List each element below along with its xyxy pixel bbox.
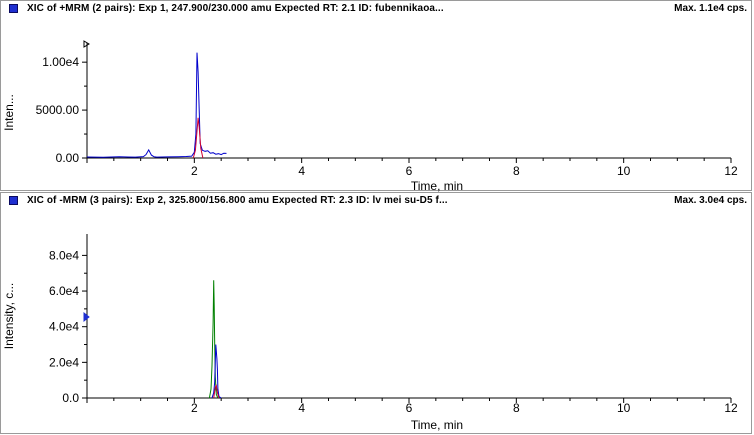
x-tick-label: 10 — [617, 401, 631, 415]
panel-title: XIC of +MRM (2 pairs): Exp 1, 247.900/23… — [27, 3, 444, 14]
y-axis-title: Inten... — [2, 94, 16, 131]
panel-header: XIC of +MRM (2 pairs): Exp 1, 247.900/23… — [1, 1, 751, 19]
trace-series-0 — [208, 280, 219, 399]
x-tick-label: 8 — [513, 164, 520, 178]
axis-marker-icon[interactable] — [83, 311, 90, 323]
x-tick-label: 8 — [513, 401, 520, 415]
panel-header: XIC of -MRM (3 pairs): Exp 2, 325.800/15… — [1, 193, 751, 211]
chromatogram-plot[interactable]: 2 4 6 8 10 12 0.0 2.0e4 4.0e4 6.0e4 8.0e4 Time, mi… — [1, 193, 753, 435]
chromatogram-plot[interactable]: 2 4 6 8 10 12 0.00 5000.00 1.00e4 Time, min Inte… — [1, 1, 753, 193]
y-tick-label: 1.00e4 — [42, 55, 79, 69]
chromatogram-panel-bottom[interactable]: XIC of -MRM (3 pairs): Exp 2, 325.800/15… — [0, 192, 752, 434]
y-tick-label: 8.0e4 — [49, 248, 79, 262]
x-axis-title: Time, min — [411, 418, 463, 432]
y-tick-label: 0.00 — [56, 151, 80, 165]
x-tick-label: 12 — [724, 164, 738, 178]
x-tick-label: 12 — [724, 401, 738, 415]
pane-marker-icon[interactable] — [9, 196, 18, 205]
trace-series-1 — [192, 117, 204, 159]
axis-marker-icon[interactable] — [83, 40, 90, 48]
y-tick-label: 4.0e4 — [49, 320, 79, 334]
trace-series-0 — [86, 52, 227, 158]
x-tick-label: 6 — [406, 164, 413, 178]
x-tick-label: 2 — [191, 164, 198, 178]
x-tick-label: 10 — [617, 164, 631, 178]
x-axis-title: Time, min — [411, 179, 463, 193]
x-tick-label: 6 — [406, 401, 413, 415]
max-intensity-label: Max. 1.1e4 cps. — [674, 3, 747, 14]
pane-marker-icon[interactable] — [9, 4, 18, 13]
chromatogram-panel-top[interactable]: XIC of +MRM (2 pairs): Exp 1, 247.900/23… — [0, 0, 753, 193]
x-tick-label: 4 — [298, 164, 305, 178]
y-tick-label: 5000.00 — [36, 103, 80, 117]
y-tick-label: 0.0 — [62, 391, 79, 405]
y-tick-label: 2.0e4 — [49, 355, 79, 369]
trace-series-1 — [211, 344, 222, 399]
max-intensity-label: Max. 3.0e4 cps. — [674, 195, 747, 206]
panel-title: XIC of -MRM (3 pairs): Exp 2, 325.800/15… — [27, 195, 448, 206]
trace-series-2 — [213, 383, 220, 399]
x-tick-label: 2 — [191, 401, 198, 415]
x-tick-label: 4 — [298, 401, 305, 415]
y-axis-title: Intensity, c... — [2, 283, 16, 349]
y-tick-label: 6.0e4 — [49, 284, 79, 298]
